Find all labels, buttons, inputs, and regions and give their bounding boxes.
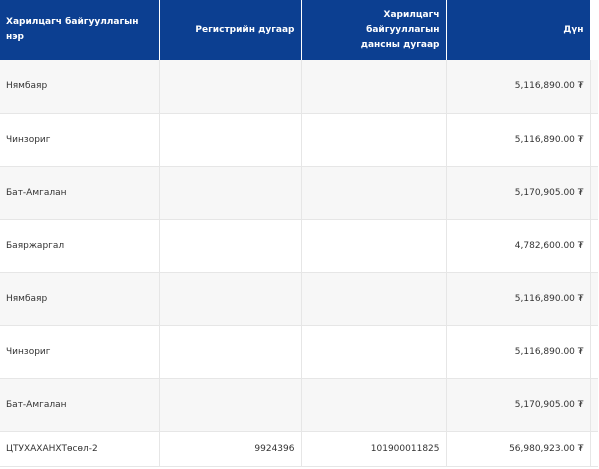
column-header-account-line1: Харилцагч байгууллагын	[366, 9, 440, 35]
cell-account	[301, 219, 447, 273]
cell-amount: 5,116,890.00 ₮	[446, 60, 591, 114]
column-header-amount[interactable]: Дүн	[446, 0, 591, 60]
cell-register	[159, 166, 302, 220]
cell-register	[159, 219, 302, 273]
cell-name: Бат-Амгалан	[0, 378, 160, 432]
cell-account	[301, 325, 447, 379]
cell-spacer	[590, 325, 598, 379]
cell-name: Бат-Амгалан	[0, 166, 160, 220]
column-header-spacer	[590, 0, 598, 60]
cell-register	[159, 325, 302, 379]
cell-amount: 56,980,923.00 ₮	[446, 431, 591, 467]
cell-amount: 5,116,890.00 ₮	[446, 325, 591, 379]
cell-amount: 5,116,890.00 ₮	[446, 272, 591, 326]
table-row[interactable]: Нямбаяр 5,116,890.00 ₮	[0, 60, 598, 114]
cell-register: 9924396	[159, 431, 302, 467]
cell-account	[301, 113, 447, 167]
cell-account: 101900011825	[301, 431, 447, 467]
cell-name: Нямбаяр	[0, 60, 160, 114]
cell-register	[159, 113, 302, 167]
cell-spacer	[590, 219, 598, 273]
table-row[interactable]: Бат-Амгалан 5,170,905.00 ₮	[0, 378, 598, 432]
cell-register	[159, 272, 302, 326]
cell-amount: 5,170,905.00 ₮	[446, 378, 591, 432]
table-row[interactable]: Чинзориг 5,116,890.00 ₮	[0, 113, 598, 167]
cell-account	[301, 378, 447, 432]
table-header: Харилцагч байгууллагын нэр Регистрийн ду…	[0, 0, 598, 60]
cell-name: ЦТУХАХАНХТөсөл-2	[0, 431, 160, 467]
cell-spacer	[590, 272, 598, 326]
cell-register	[159, 60, 302, 114]
table-row[interactable]: Чинзориг 5,116,890.00 ₮	[0, 325, 598, 379]
table-body: Нямбаяр 5,116,890.00 ₮ Чинзориг 5,116,89…	[0, 60, 598, 467]
column-header-account[interactable]: Харилцагч байгууллагын дансны дугаар	[301, 0, 447, 60]
cell-spacer	[590, 113, 598, 167]
cell-account	[301, 166, 447, 220]
column-header-register[interactable]: Регистрийн дугаар	[159, 0, 302, 60]
table-row[interactable]: Бат-Амгалан 5,170,905.00 ₮	[0, 166, 598, 220]
column-header-name[interactable]: Харилцагч байгууллагын нэр	[0, 0, 160, 60]
cell-name: Чинзориг	[0, 113, 160, 167]
header-row: Харилцагч байгууллагын нэр Регистрийн ду…	[0, 0, 598, 60]
cell-name: Баяржаргал	[0, 219, 160, 273]
cell-name: Нямбаяр	[0, 272, 160, 326]
cell-name: Чинзориг	[0, 325, 160, 379]
cell-amount: 5,170,905.00 ₮	[446, 166, 591, 220]
table-row[interactable]: Нямбаяр 5,116,890.00 ₮	[0, 272, 598, 326]
cell-amount: 4,782,600.00 ₮	[446, 219, 591, 273]
cell-account	[301, 272, 447, 326]
cell-register	[159, 378, 302, 432]
cell-spacer	[590, 378, 598, 432]
cell-spacer	[590, 431, 598, 467]
table-row[interactable]: Баяржаргал 4,782,600.00 ₮	[0, 219, 598, 273]
cell-spacer	[590, 166, 598, 220]
table-row[interactable]: ЦТУХАХАНХТөсөл-2 9924396 101900011825 56…	[0, 431, 598, 467]
cell-amount: 5,116,890.00 ₮	[446, 113, 591, 167]
cell-spacer	[590, 60, 598, 114]
column-header-account-line2: дансны дугаар	[360, 39, 440, 50]
cell-account	[301, 60, 447, 114]
